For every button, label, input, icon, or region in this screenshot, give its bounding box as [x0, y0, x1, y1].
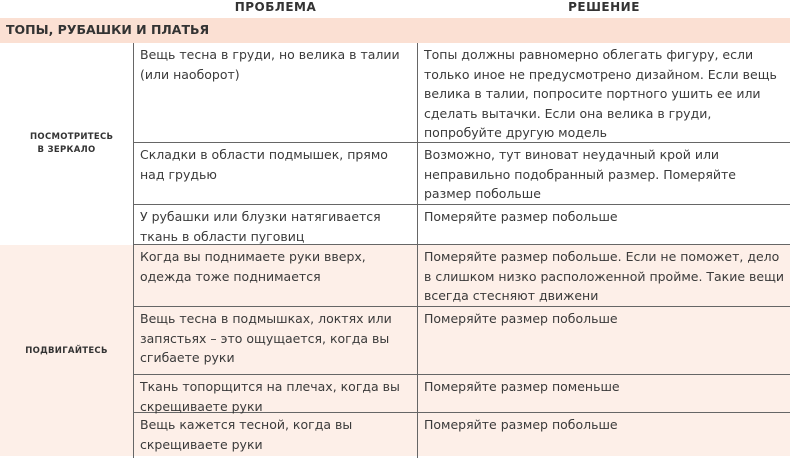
group-look-in-mirror: ПОСМОТРИТЕСЬ В ЗЕРКАЛО Вещь тесна в груд…: [0, 43, 790, 245]
problem-cell: Когда вы поднимаете руки вверх, одежда т…: [133, 245, 418, 306]
problem-cell: Вещь тесна в груди, но велика в талии (и…: [133, 43, 418, 142]
table-row: Вещь тесна в подмышках, локтях или запяс…: [133, 307, 790, 375]
problem-cell: Ткань топорщится на плечах, когда вы скр…: [133, 375, 418, 414]
solution-cell: Померяйте размер побольше. Если не помож…: [424, 249, 784, 303]
solution-cell: Померяйте размер побольше: [424, 417, 618, 432]
problem-cell: У рубашки или блузки натягивается ткань …: [133, 205, 418, 244]
problem-cell: Складки в области подмышек, прямо над гр…: [133, 143, 418, 204]
solution-cell: Топы должны равномерно облегать фигуру, …: [424, 47, 777, 140]
table-row: Когда вы поднимаете руки вверх, одежда т…: [133, 245, 790, 307]
table-row: Ткань топорщится на плечах, когда вы скр…: [133, 375, 790, 414]
solution-cell: Померяйте размер побольше: [424, 311, 618, 326]
table-row: У рубашки или блузки натягивается ткань …: [133, 205, 790, 245]
group-move-around: ПОДВИГАЙТЕСЬ Когда вы поднимаете руки вв…: [0, 245, 790, 458]
group-label: ПОДВИГАЙТЕСЬ: [25, 346, 108, 356]
solution-cell: Померяйте размер поменьше: [424, 379, 620, 394]
column-header-problem: ПРОБЛЕМА: [234, 0, 317, 14]
table-row: Вещь кажется тесной, когда вы скрещивает…: [133, 413, 790, 458]
problem-cell: Вещь кажется тесной, когда вы скрещивает…: [133, 413, 418, 458]
table-row: Складки в области подмышек, прямо над гр…: [133, 143, 790, 205]
section-title: ТОПЫ, РУБАШКИ И ПЛАТЬЯ: [0, 18, 790, 43]
column-header-solution: РЕШЕНИЕ: [568, 0, 640, 14]
group-label: ПОСМОТРИТЕСЬ В ЗЕРКАЛО: [30, 132, 114, 155]
table-row: Вещь тесна в груди, но велика в талии (и…: [133, 43, 790, 143]
problem-cell: Вещь тесна в подмышках, локтях или запяс…: [133, 307, 418, 374]
solution-cell: Возможно, тут виноват неудачный крой или…: [424, 147, 736, 201]
solution-cell: Померяйте размер побольше: [424, 209, 618, 224]
